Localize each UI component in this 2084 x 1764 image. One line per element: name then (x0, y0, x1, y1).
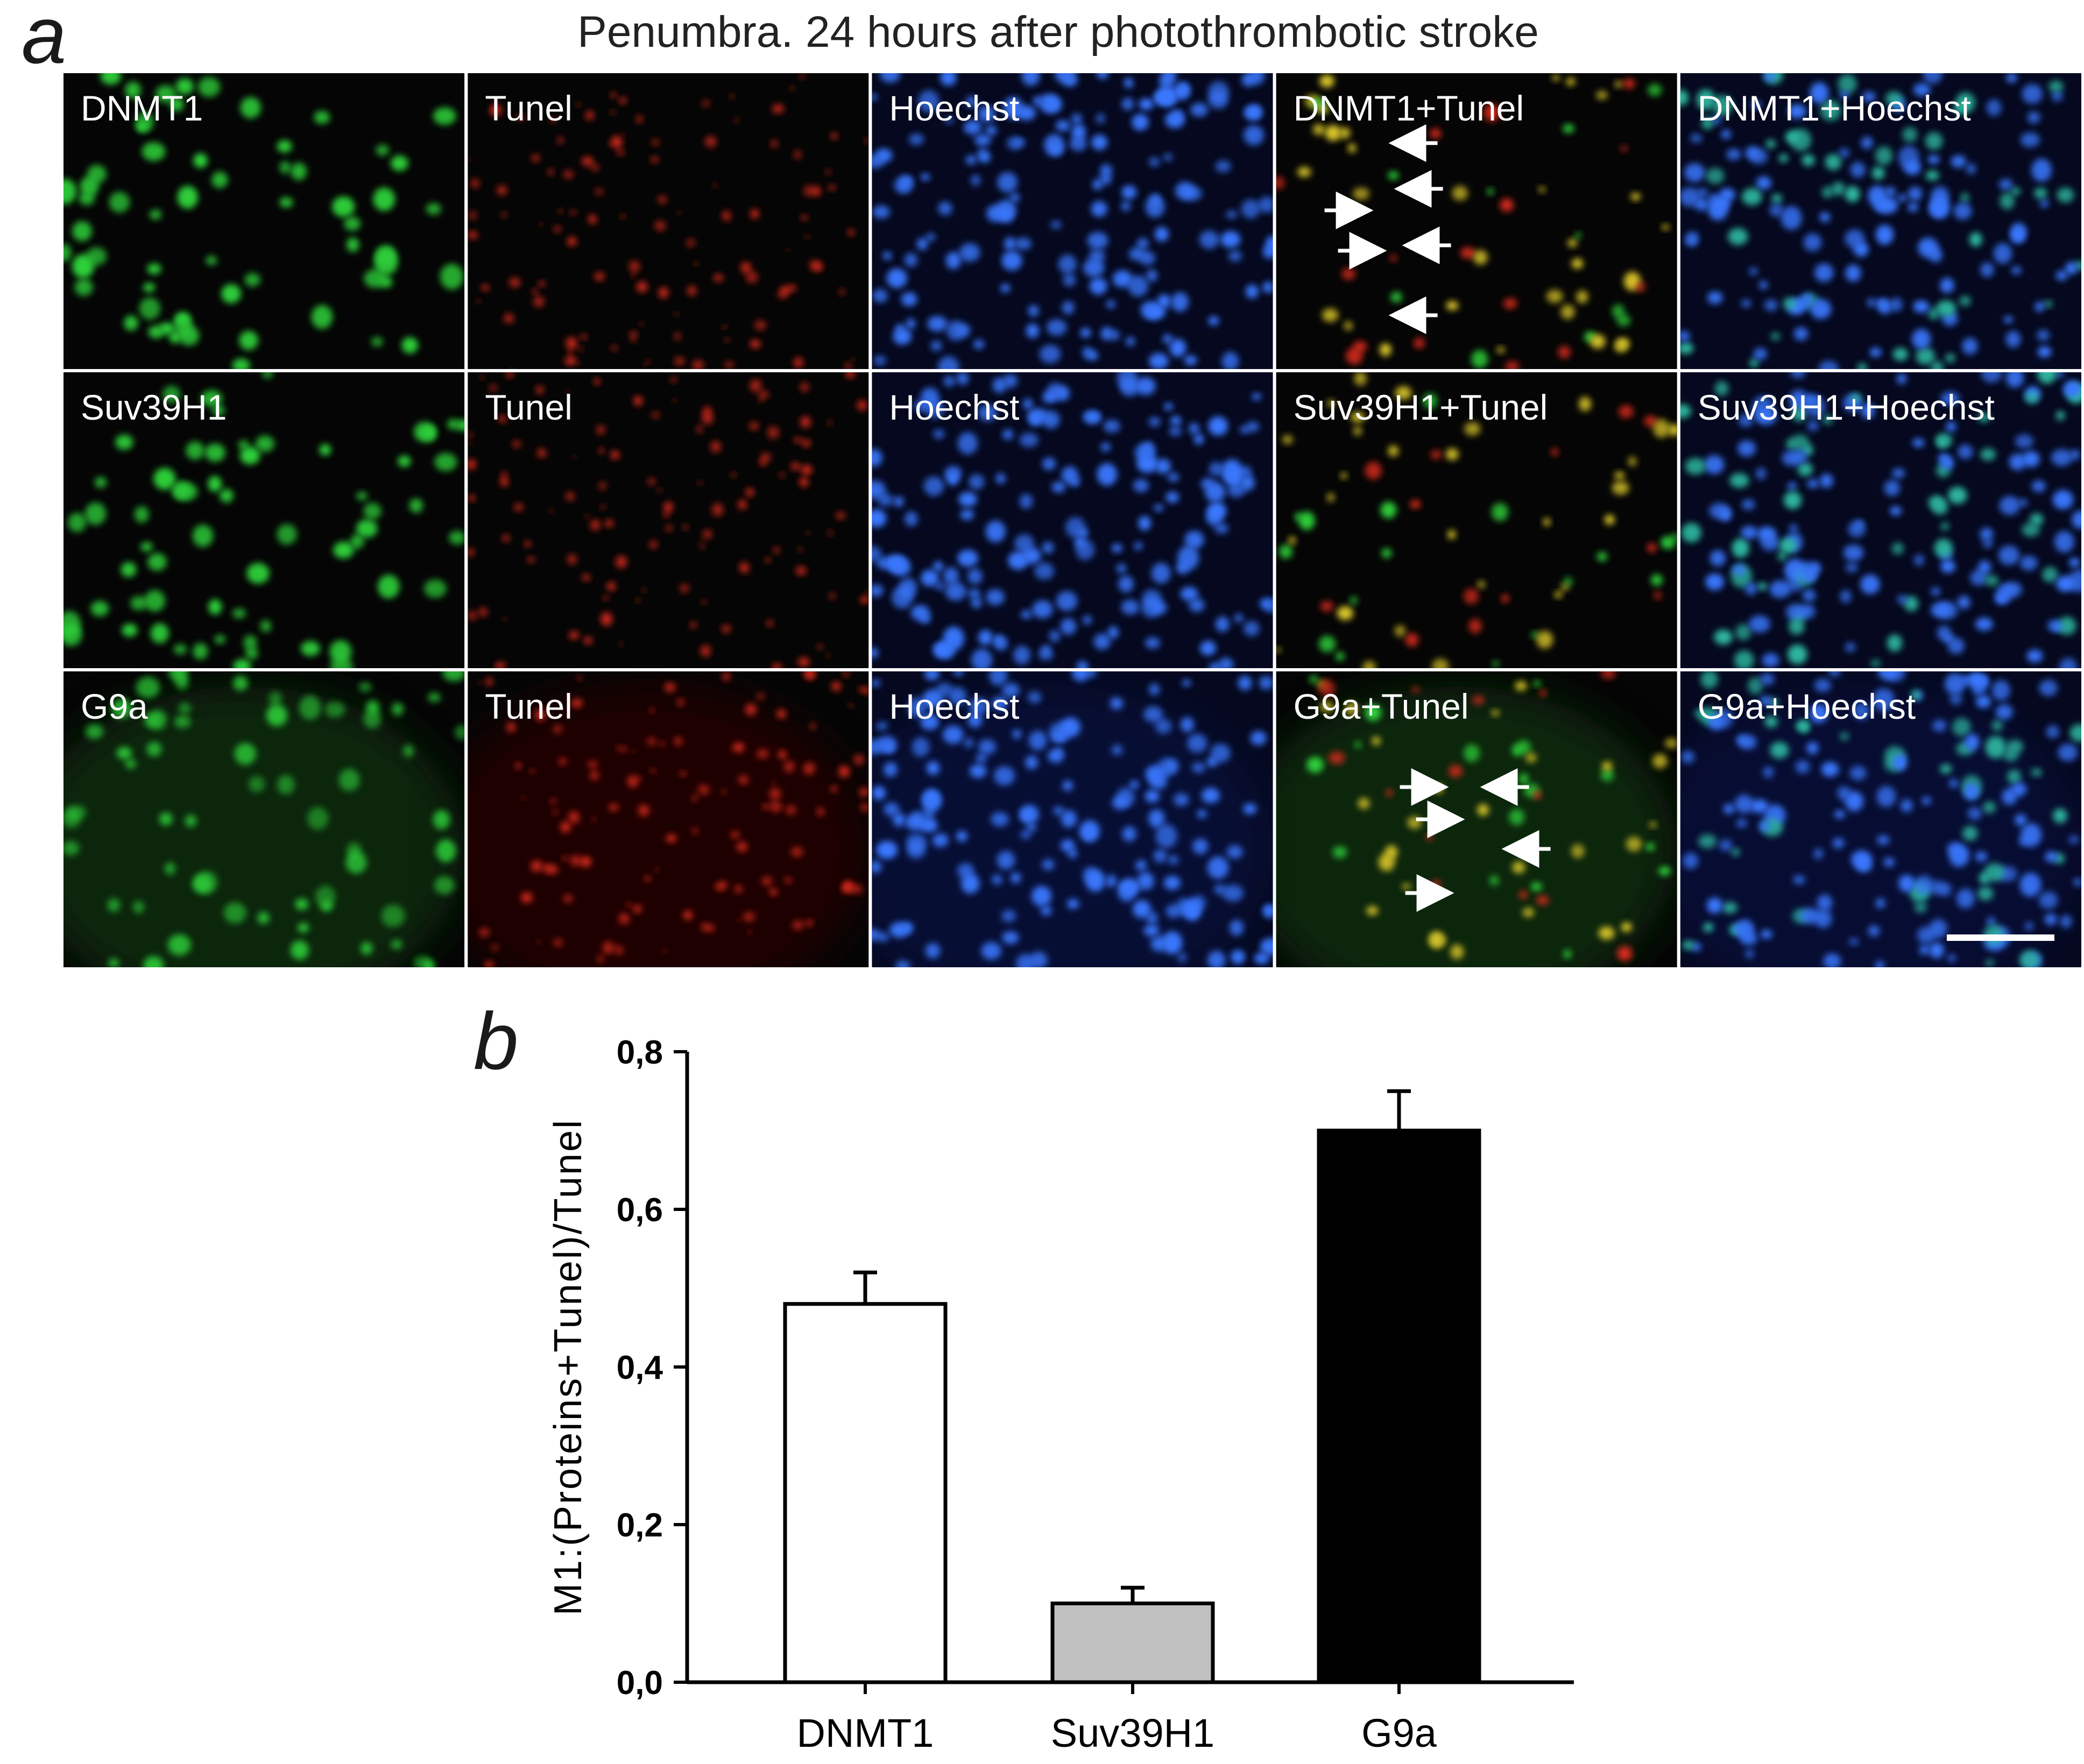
micrograph-dnmt1-3: DNMT1+Tunel (1276, 73, 1677, 369)
microscopy-grid-svg: DNMT1 Tunel Hoechst DNMT1+Tunel DNMT1+Hoechs… (63, 73, 2081, 967)
micrograph-g9a-1: Tunel (468, 671, 869, 967)
panel-b-letter: b (474, 996, 519, 1086)
micrograph-g9a-2: Hoechst (872, 671, 1273, 967)
micrograph-label: G9a (81, 686, 148, 726)
micrograph-label: DNMT1+Tunel (1294, 88, 1524, 128)
micrograph-suv39h1-2: Hoechst (872, 372, 1273, 668)
micrograph-label: Suv39H1 (81, 387, 227, 427)
micrograph-suv39h1-0: Suv39H1 (63, 372, 465, 668)
bar-suv39h1 (1050, 1602, 1215, 1684)
panel-a-letter: a (22, 0, 67, 80)
y-tick-label: 0,2 (617, 1507, 663, 1544)
micrograph-label: Hoechst (889, 387, 1019, 427)
micrograph-label: Hoechst (889, 686, 1019, 726)
micrograph-g9a-4: G9a+Hoechst (1680, 671, 2081, 967)
micrograph-suv39h1-3: Suv39H1+Tunel (1276, 372, 1677, 668)
micrograph-suv39h1-1: Tunel (468, 372, 869, 668)
microscopy-grid: DNMT1 Tunel Hoechst DNMT1+Tunel DNMT1+Hoechs… (63, 73, 2081, 967)
micrograph-dnmt1-2: Hoechst (872, 73, 1273, 369)
micrograph-dnmt1-4: DNMT1+Hoechst (1680, 73, 2081, 369)
micrograph-label: G9a+Hoechst (1698, 686, 1916, 726)
micrograph-dnmt1-1: Tunel (468, 73, 869, 369)
y-tick-label: 0,8 (617, 1034, 663, 1071)
micrograph-label: Tunel (485, 686, 573, 726)
x-tick-label: Suv39H1 (1051, 1711, 1214, 1755)
y-axis-label: M1:(Proteins+Tunel)/Tunel (547, 1118, 590, 1616)
bar-g9a (1317, 1129, 1481, 1684)
x-tick-label: G9a (1361, 1711, 1437, 1755)
bar-dnmt1 (783, 1302, 948, 1684)
micrograph-dnmt1-0: DNMT1 (63, 73, 465, 369)
micrograph-label: Suv39H1+Tunel (1294, 387, 1548, 427)
micrograph-label: Tunel (485, 88, 573, 128)
micrograph-label: Hoechst (889, 88, 1019, 128)
x-tick-label: DNMT1 (797, 1711, 934, 1755)
micrograph-label: DNMT1 (81, 88, 203, 128)
y-tick-label: 0,6 (617, 1192, 663, 1229)
micrograph-label: DNMT1+Hoechst (1698, 88, 1971, 128)
micrograph-label: G9a+Tunel (1294, 686, 1469, 726)
micrograph-label: Suv39H1+Hoechst (1698, 387, 1995, 427)
micrograph-suv39h1-4: Suv39H1+Hoechst (1680, 372, 2081, 668)
figure-title: Penumbra. 24 hours after photothrombotic… (577, 8, 1539, 56)
micrograph-g9a-3: G9a+Tunel (1276, 671, 1677, 967)
micrograph-g9a-0: G9a (63, 671, 465, 967)
micrograph-label: Tunel (485, 387, 573, 427)
y-tick-label: 0,4 (617, 1349, 663, 1386)
y-tick-label: 0,0 (617, 1664, 663, 1702)
